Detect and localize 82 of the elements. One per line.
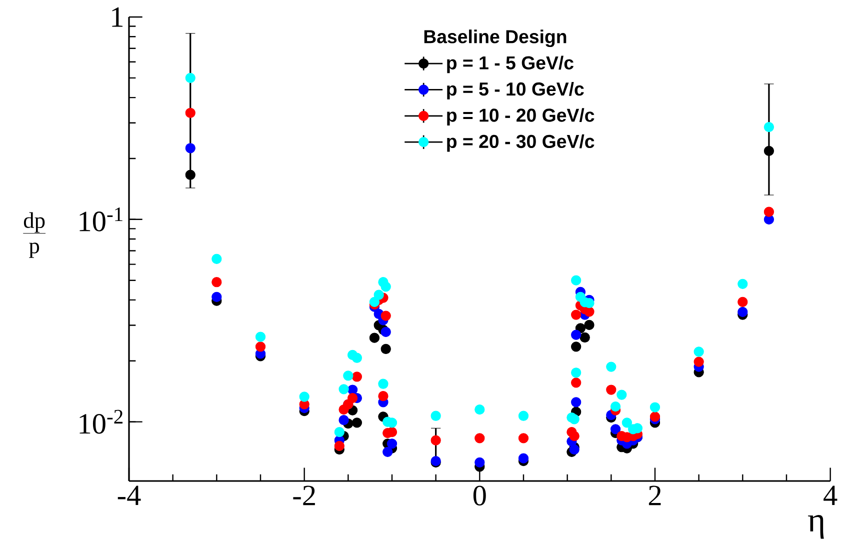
point — [380, 326, 391, 338]
point — [616, 390, 627, 400]
point — [352, 372, 362, 382]
legend-label: p = 5 - 10 GeV/c — [447, 82, 584, 100]
y-tick-label: 10$^{-1}$ — [80, 207, 122, 232]
point — [580, 332, 590, 343]
point — [622, 418, 632, 428]
point — [569, 431, 580, 442]
x-tick-label: -2 — [293, 486, 315, 506]
point — [185, 108, 196, 118]
point — [610, 401, 621, 412]
y-tick-label: 10$^{-2}$ — [80, 410, 122, 434]
point — [606, 384, 616, 395]
point — [474, 457, 485, 468]
x-tick-label: 2 — [648, 486, 661, 506]
point — [571, 275, 582, 286]
point — [338, 384, 349, 394]
point — [430, 435, 441, 446]
legend-label: p = 20 - 30 GeV/c — [447, 134, 594, 152]
point — [610, 424, 621, 434]
point — [738, 306, 748, 318]
point — [571, 378, 582, 388]
point — [518, 410, 529, 421]
point — [185, 170, 196, 180]
point — [380, 344, 391, 354]
point — [571, 342, 582, 352]
point — [764, 122, 774, 132]
point — [474, 433, 485, 444]
point — [380, 282, 391, 292]
point — [255, 332, 266, 342]
point — [650, 402, 660, 412]
point — [764, 146, 774, 156]
point — [571, 368, 582, 378]
point — [694, 346, 704, 357]
x-tick-label: 4 — [824, 486, 838, 506]
point — [338, 415, 349, 426]
point — [382, 446, 393, 458]
point — [378, 391, 388, 402]
point — [584, 320, 594, 330]
point — [185, 72, 196, 84]
point — [518, 433, 529, 444]
point — [378, 378, 388, 389]
point — [352, 418, 362, 428]
point — [255, 342, 266, 352]
point — [764, 206, 774, 217]
legend-label: p = 1 - 5 GeV/c — [447, 56, 574, 74]
x-tick-label: -4 — [118, 486, 141, 506]
point — [571, 397, 582, 408]
x-tick-label: 0 — [473, 486, 486, 506]
point — [347, 393, 358, 404]
point — [212, 277, 222, 288]
point — [518, 453, 529, 464]
legend-title: Baseline Design — [424, 30, 566, 48]
point — [334, 426, 344, 438]
point — [606, 362, 616, 372]
point — [694, 356, 704, 367]
point — [569, 414, 580, 424]
y-tick-label: 1 — [112, 7, 123, 27]
x-axis-title: η — [808, 515, 824, 539]
point — [380, 310, 391, 321]
point — [569, 444, 580, 455]
point — [474, 404, 485, 415]
point — [369, 296, 380, 308]
point — [374, 290, 384, 300]
point — [212, 292, 222, 302]
point — [369, 332, 380, 343]
point — [386, 438, 398, 449]
point — [430, 410, 441, 421]
point — [650, 412, 660, 422]
y-axis-title: $\frac{\mathrm{dp}}{\mathrm{p}}$ — [23, 212, 46, 258]
point — [584, 306, 594, 317]
point — [738, 296, 748, 308]
point — [343, 370, 354, 381]
point — [352, 352, 362, 363]
point — [334, 440, 344, 452]
point — [299, 392, 310, 402]
point — [185, 143, 196, 154]
point — [212, 254, 222, 264]
point — [571, 330, 582, 340]
point — [571, 310, 582, 320]
point — [738, 278, 748, 289]
legend-label: p = 10 - 20 GeV/c — [447, 108, 594, 126]
